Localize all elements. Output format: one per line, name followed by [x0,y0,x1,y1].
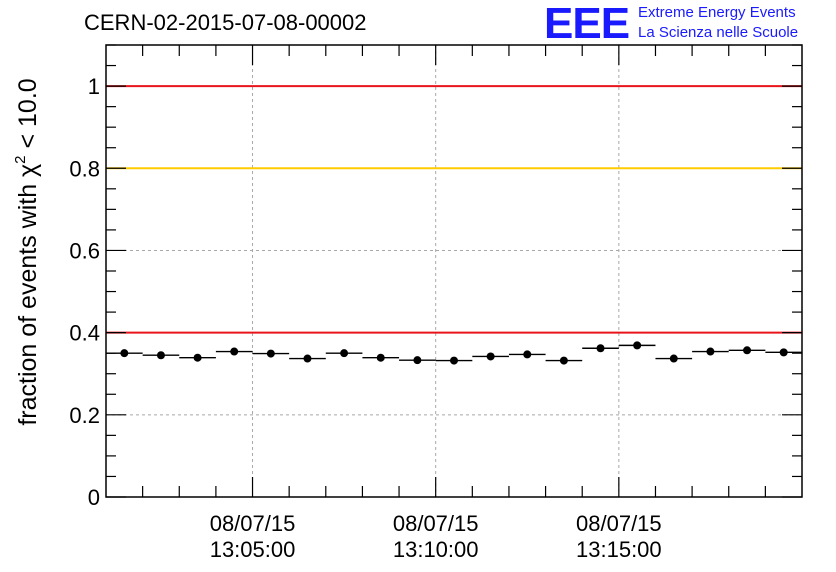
data-point [669,354,678,363]
x-tick-label-time: 13:15:00 [576,537,662,562]
data-point [450,356,458,365]
logo-subtitle-line2: La Scienza nelle Scuole [638,24,799,41]
y-tick-label: 0 [88,485,100,510]
data-point [193,353,202,362]
y-tick-label: 1 [88,74,100,99]
data-point [413,356,422,365]
x-tick-label-date: 08/07/15 [393,511,479,536]
data-point [120,349,129,358]
y-tick-label: 0.2 [69,403,100,428]
data-points [106,341,802,365]
data-point [266,349,275,358]
x-tick-label-time: 13:10:00 [393,537,479,562]
data-point [303,354,312,363]
x-tick-label-date: 08/07/15 [576,511,662,536]
eee-logo: EEE Extreme Energy Events La Scienza nel… [544,0,834,48]
x-tick-label-date: 08/07/15 [210,511,296,536]
y-axis-label-tail: < 10.0 [14,78,42,155]
data-point [230,347,239,356]
data-point [156,351,165,360]
y-axis-ticks: 0 0.2 0.4 0.6 0.8 1 [69,44,802,510]
plot-border [105,44,803,498]
reference-lines [106,85,802,334]
data-point [340,349,349,358]
y-axis-label-superscript: 2 [12,155,29,163]
chart-title: CERN-02-2015-07-08-00002 [84,10,367,35]
data-point [706,347,715,356]
y-tick-label: 0.6 [69,238,100,263]
data-point [633,341,642,350]
data-point [376,353,385,362]
data-point [486,352,495,361]
y-tick-label: 0.4 [69,321,100,346]
data-point [523,350,532,359]
data-point [779,348,788,357]
logo-subtitle-line1: Extreme Energy Events [638,4,796,21]
y-axis-label-main: fraction of events with χ [14,164,42,426]
data-point [596,344,605,353]
x-axis-ticks: 08/07/1513:05:0008/07/1513:10:0008/07/15… [142,45,766,562]
data-point [743,346,752,355]
y-tick-label: 0.8 [69,156,100,181]
plot-frame [105,44,803,498]
y-axis-label: fraction of events with χ2 < 10.0 [12,78,42,425]
data-point [559,356,568,365]
x-tick-label-time: 13:05:00 [210,537,296,562]
grid-lines [106,45,802,497]
logo-mark: EEE [544,0,630,48]
